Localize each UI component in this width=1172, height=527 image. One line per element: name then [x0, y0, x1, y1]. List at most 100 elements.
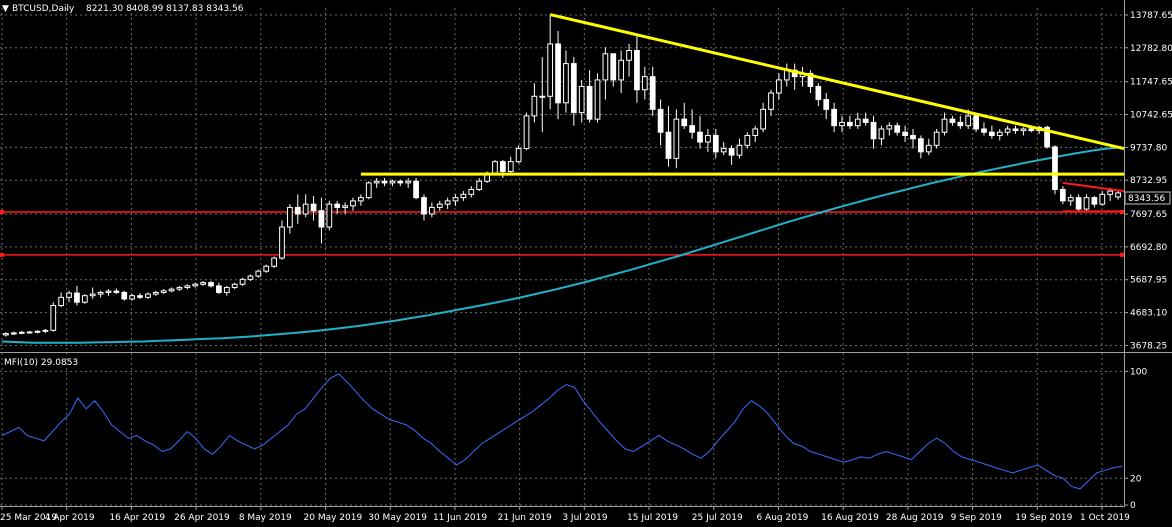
candle-body-bull: [1083, 197, 1090, 210]
candle-body-bull: [200, 282, 206, 285]
candle-body-bear: [137, 295, 143, 298]
candle-body-bull: [279, 226, 285, 259]
candle-body-bear: [421, 197, 427, 215]
candle-body-bull: [89, 293, 96, 297]
candle-body-bull: [436, 203, 443, 208]
candle-body-bull: [460, 193, 467, 199]
candle-body-bull: [452, 197, 459, 202]
candlesticks: [3, 14, 1121, 337]
y-tick-label: 10742.65: [1130, 110, 1172, 120]
candle-body-bear: [649, 76, 656, 110]
candle-body-bear: [847, 121, 853, 127]
candle-body-bear: [728, 148, 735, 156]
mfi-tick-label: 100: [1130, 367, 1147, 377]
candle-body-bull: [563, 63, 569, 104]
current-price-label: 8343.56: [1128, 194, 1165, 204]
candle-body-bull: [255, 270, 262, 277]
x-tick-label: 19 Sep 2019: [1015, 513, 1072, 523]
y-tick-label: 12782.80: [1130, 44, 1172, 54]
candle-body-bull: [539, 95, 546, 98]
candle-body-bear: [831, 108, 837, 127]
candle-body-bear: [1059, 188, 1066, 202]
candle-body-bear: [1052, 146, 1058, 190]
mfi-tick-label: 20: [1130, 474, 1142, 484]
candle-body-bear: [712, 135, 719, 153]
candle-body-bull: [720, 148, 727, 153]
candle-body-bull: [263, 265, 270, 272]
ohlc-values: 8221.30 8408.99 8137.83 8343.56: [86, 4, 244, 14]
candle-body-bear: [555, 43, 561, 104]
y-tick-label: 13787.65: [1130, 11, 1172, 21]
candle-body-bear: [318, 210, 325, 228]
candle-body-bear: [973, 115, 979, 130]
candle-body-bull: [168, 288, 175, 292]
candle-body-bull: [350, 200, 356, 207]
candle-body-bull: [531, 95, 538, 117]
candle-body-bull: [578, 85, 585, 114]
candle-body-bull: [768, 92, 774, 110]
candle-body-bull: [10, 332, 17, 335]
candle-body-bull: [839, 121, 845, 127]
candle-body-bull: [476, 180, 483, 190]
candle-body-bull: [618, 59, 625, 81]
candle-body-bull: [326, 203, 333, 228]
candle-body-bull: [760, 108, 766, 130]
candle-body-bear: [1091, 197, 1098, 205]
candle-body-bull: [515, 148, 522, 163]
candle-body-bear: [113, 290, 120, 293]
candle-body-bull: [547, 43, 554, 97]
candle-body-bear: [681, 118, 688, 127]
candle-body-bull: [271, 257, 277, 267]
x-tick-label: 21 Jun 2019: [498, 513, 552, 523]
x-tick-label: 28 Aug 2019: [886, 513, 944, 523]
candle-body-bull: [97, 291, 104, 295]
candle-body-bear: [689, 125, 696, 133]
candle-body-bear: [634, 50, 640, 91]
candle-body-bull: [886, 125, 893, 130]
candle-body-bear: [610, 53, 617, 81]
trend-lines: [360, 13, 1125, 213]
candle-body-bull: [176, 287, 183, 290]
candle-body-bear: [1028, 128, 1035, 132]
candle-body-bull: [996, 131, 1003, 137]
candle-body-bull: [444, 200, 451, 205]
candle-body-bull: [231, 283, 238, 289]
candle-body-bull: [1004, 128, 1011, 133]
symbol-label: BTCUSD,Daily: [12, 4, 75, 14]
candle-body-bear: [949, 118, 956, 123]
y-tick-label: 6692.80: [1130, 243, 1167, 253]
candle-body-bull: [1099, 193, 1106, 205]
candle-body-bear: [823, 99, 830, 110]
candle-body-bull: [18, 331, 25, 334]
candle-body-bull: [42, 329, 49, 332]
candle-body-bull: [507, 161, 514, 172]
mfi-axis: 100 20 0: [1124, 367, 1147, 511]
candle-body-bull: [160, 290, 167, 293]
candle-body-bull: [1107, 190, 1114, 195]
candle-body-bull: [1067, 197, 1074, 202]
candle-body-bear: [657, 108, 664, 133]
current-price-marker: 8343.56: [1124, 191, 1171, 205]
moving-average-line: [1, 146, 1123, 344]
x-tick-label: 3 Jul 2019: [562, 513, 607, 523]
candle-body-bear: [586, 85, 593, 120]
candle-body-bull: [673, 118, 680, 159]
x-tick-label: 11 Jun 2019: [433, 513, 487, 523]
candle-body-bear: [957, 121, 964, 127]
candle-body-bear: [815, 85, 822, 101]
candle-body-bear: [570, 63, 577, 114]
candle-body-bull: [50, 305, 57, 331]
candle-body-bull: [192, 283, 199, 287]
candle-body-bull: [34, 330, 41, 333]
x-tick-label: 4 Apr 2019: [45, 513, 95, 523]
price-axis: 13787.65 12782.80 11747.65 10742.65 9737.80 8…: [1124, 11, 1172, 351]
x-tick-label: 25 Mar 2019: [0, 513, 57, 523]
candle-body-bull: [594, 79, 601, 120]
candle-body-bull: [776, 79, 782, 94]
x-tick-label: 8 May 2019: [239, 513, 292, 523]
candle-body-bull: [302, 203, 309, 215]
candle-body-bear: [499, 161, 506, 172]
candle-body-bear: [1012, 128, 1019, 132]
candle-body-bull: [373, 180, 380, 184]
